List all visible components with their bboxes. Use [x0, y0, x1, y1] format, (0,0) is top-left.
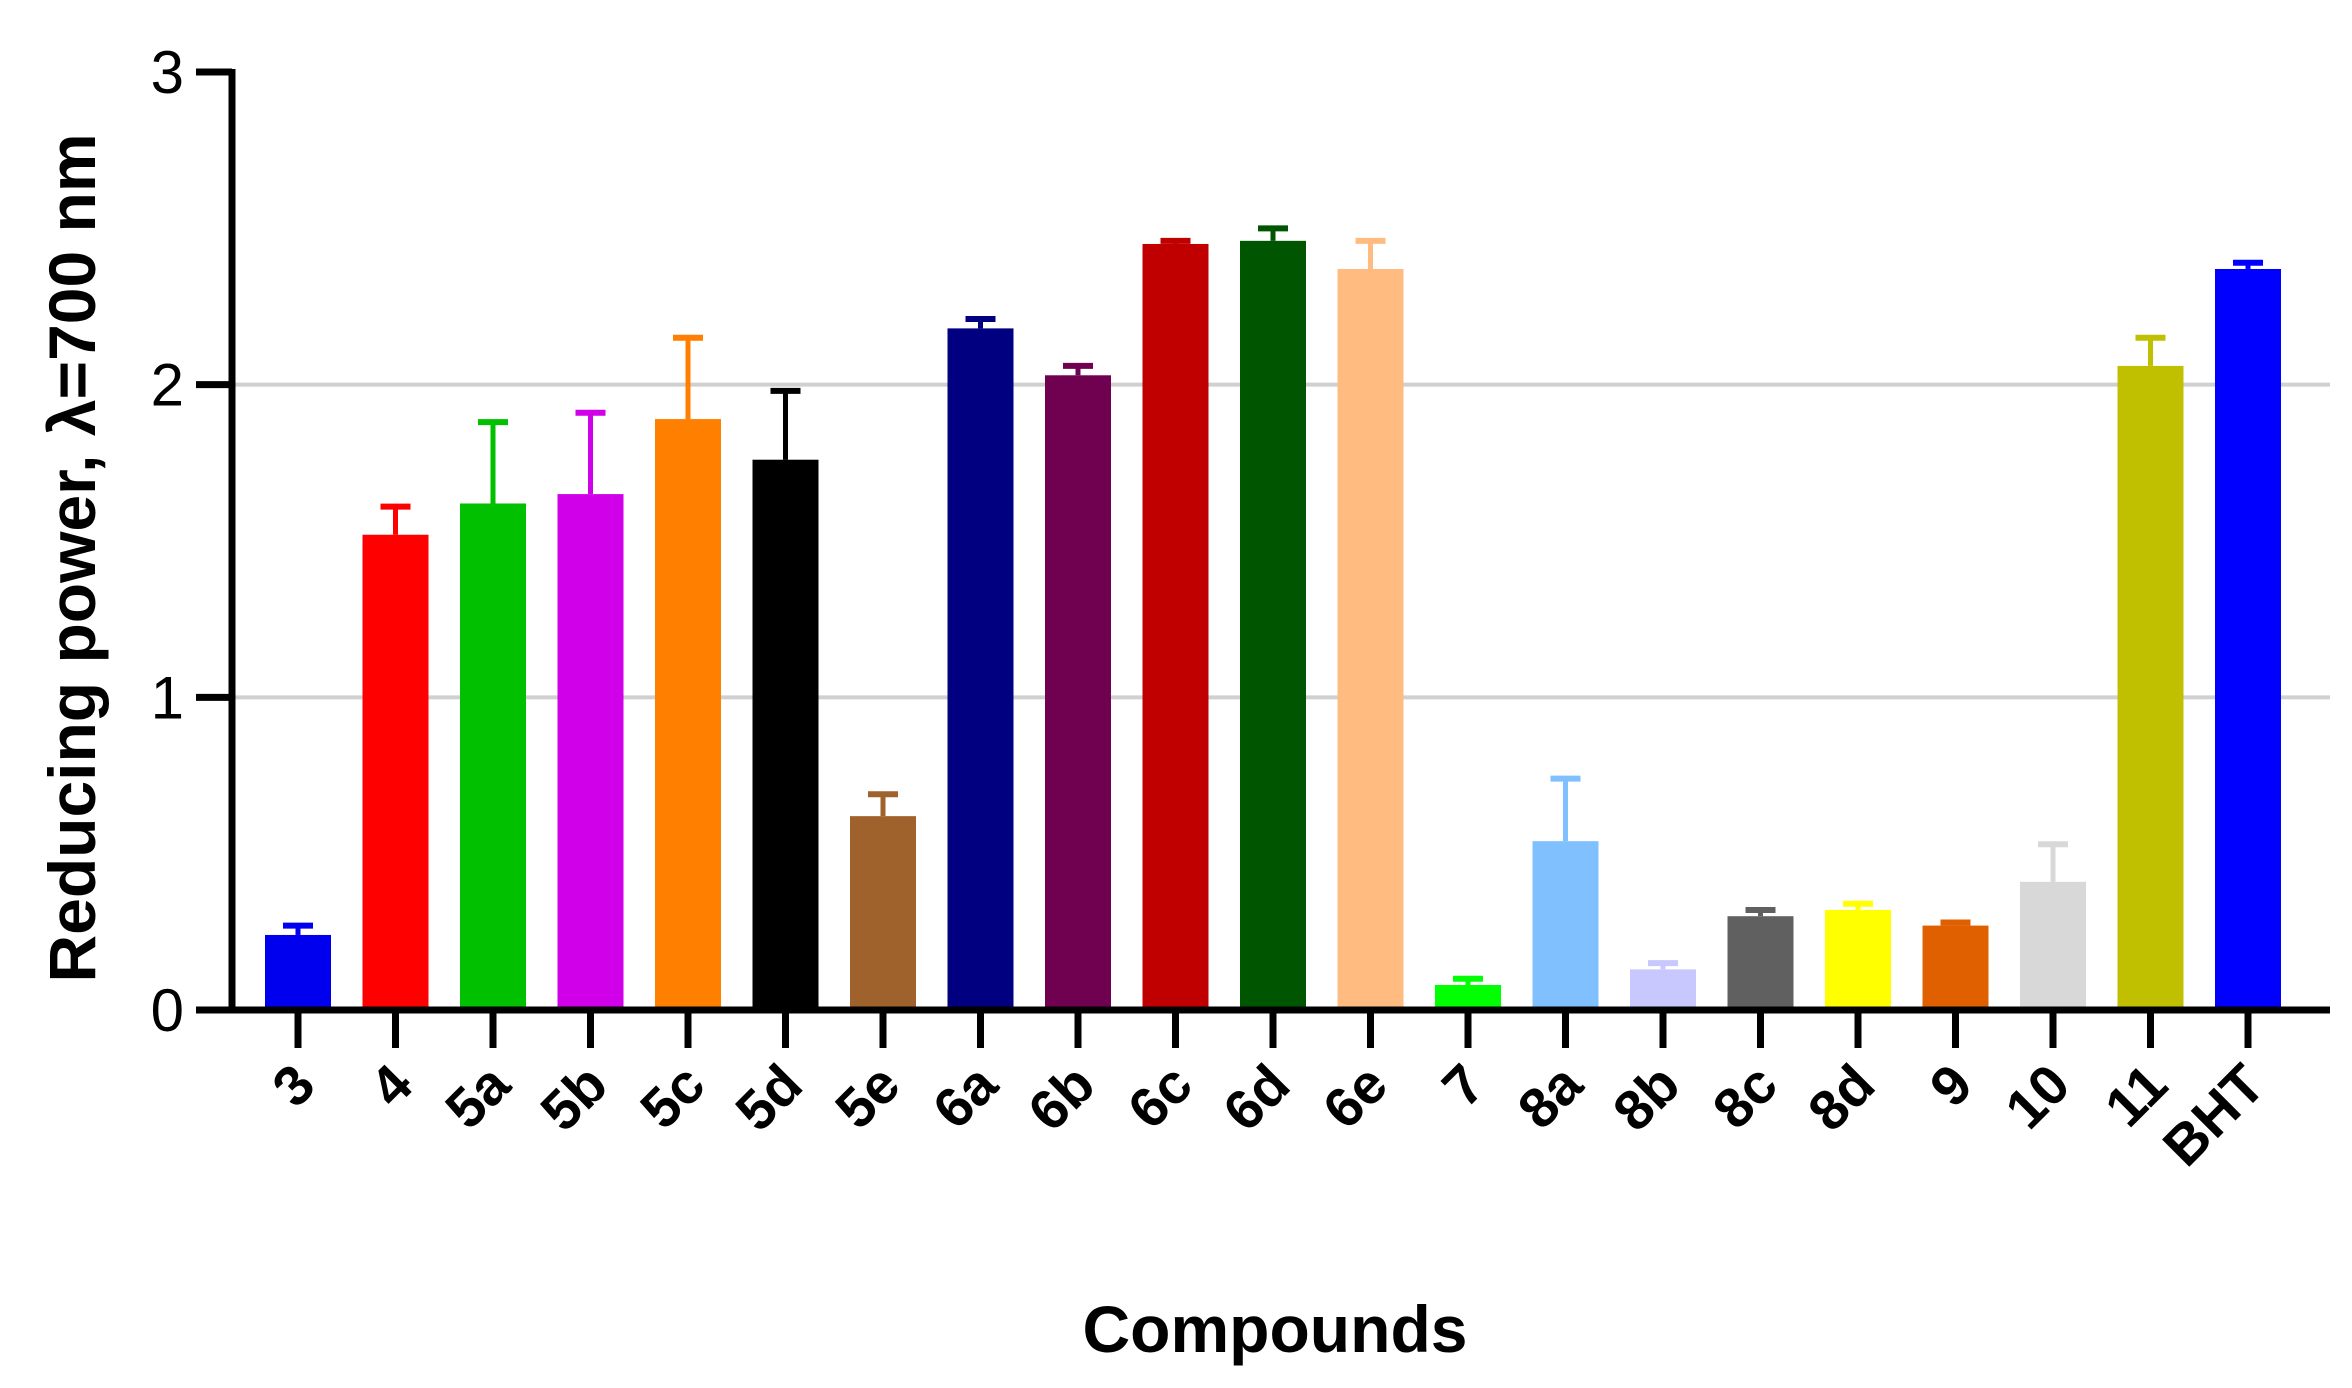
x-tick-label-8b: 8b	[1601, 1052, 1692, 1143]
bar-8d	[1825, 909, 1891, 1010]
bar-6b	[1045, 375, 1111, 1011]
bar-8a	[1532, 841, 1599, 1010]
x-tick-label-6a: 6a	[920, 1051, 1009, 1140]
x-tick-label-5c: 5c	[628, 1052, 717, 1141]
x-tick-label-5d: 5d	[723, 1052, 814, 1143]
bar-6c	[1142, 243, 1209, 1010]
x-tick-label-4: 4	[357, 1052, 424, 1119]
y-axis-title: Reducing power, λ=700 nm	[35, 133, 109, 982]
bar-8b	[1630, 969, 1696, 1010]
x-tick-label-8c: 8c	[1700, 1052, 1789, 1141]
bar-5d	[752, 459, 819, 1010]
x-tick-label-10: 10	[1993, 1052, 2082, 1141]
y-tick-label-1: 1	[151, 664, 184, 731]
x-axis-title: Compounds	[1083, 1292, 1468, 1366]
bar-3	[265, 934, 331, 1010]
bar-10	[2020, 881, 2086, 1010]
bar-5c	[655, 419, 721, 1010]
axes	[196, 68, 2330, 1048]
bar-9	[1922, 925, 1989, 1010]
bar-6a	[947, 328, 1014, 1010]
bar-5a	[460, 503, 526, 1010]
x-tick-label-5e: 5e	[823, 1052, 912, 1141]
x-tick-label-6d: 6d	[1211, 1052, 1302, 1143]
x-tick-label-8d: 8d	[1796, 1052, 1887, 1143]
x-tick-label-5b: 5b	[528, 1052, 619, 1143]
x-tick-label-3: 3	[260, 1052, 327, 1119]
x-tick-label-7: 7	[1430, 1052, 1497, 1119]
bar-11	[2117, 365, 2184, 1010]
y-tick-label-0: 0	[151, 977, 184, 1044]
bar-6e	[1337, 268, 1404, 1011]
y-tick-label-2: 2	[151, 352, 184, 419]
bar-7	[1435, 984, 1501, 1010]
x-tick-label-9: 9	[1917, 1052, 1984, 1119]
bar-8c	[1727, 916, 1794, 1010]
x-tick-label-6c: 6c	[1115, 1052, 1204, 1141]
bars	[265, 225, 2281, 1011]
y-tick-label-3: 3	[151, 39, 184, 106]
x-tick-label-5a: 5a	[433, 1051, 522, 1140]
bar-5b	[557, 494, 624, 1011]
x-tick-label-BHT: BHT	[2151, 1052, 2277, 1178]
x-tick-label-8a: 8a	[1505, 1051, 1594, 1140]
bar-BHT	[2215, 268, 2281, 1011]
bar-6d	[1240, 240, 1306, 1011]
bar-5e	[850, 816, 916, 1010]
bar-4	[362, 534, 429, 1010]
x-tick-label-6e: 6e	[1310, 1052, 1399, 1141]
x-tick-label-6b: 6b	[1016, 1052, 1107, 1143]
